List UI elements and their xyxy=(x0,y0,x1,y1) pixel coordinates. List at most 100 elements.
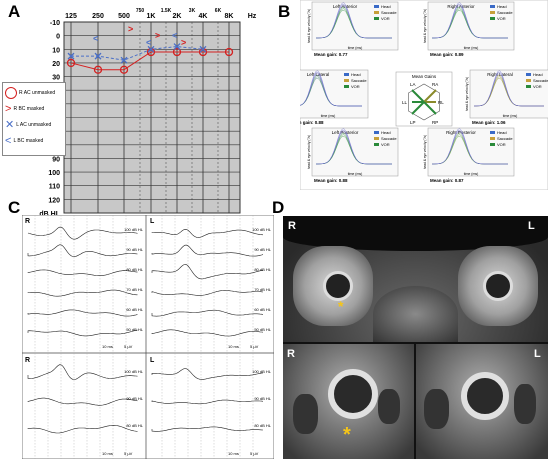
legend-swatch xyxy=(526,73,531,76)
abr-trace xyxy=(151,329,264,337)
abr-trace xyxy=(151,426,264,432)
vhit-title: Right Posterior xyxy=(446,130,476,135)
legend-text: Head xyxy=(533,72,543,77)
vhit-xlabel: time (ms) xyxy=(348,172,363,176)
data-point xyxy=(199,45,207,53)
db-tick-label: 120 xyxy=(48,197,60,204)
legend-swatch xyxy=(490,11,495,14)
freq-top-label: 250 xyxy=(92,13,104,20)
scale-uv: 5 µV xyxy=(124,451,133,456)
legend-swatch xyxy=(344,85,349,88)
freq-top-label: 4K xyxy=(199,13,208,20)
bc-marker: < xyxy=(93,33,98,43)
legend-text: Head xyxy=(497,130,507,135)
mean-gains-title: Mean Gains xyxy=(412,74,437,79)
legend-swatch xyxy=(374,137,379,140)
vhit-gain: Mean gain: 0.89 xyxy=(430,52,464,57)
ct-cavity xyxy=(293,394,318,434)
mean-gains: Mean Gains LA RA LL RL LP RP xyxy=(395,71,453,127)
legend-item: R AC unmasked xyxy=(5,85,63,101)
bc-marker: > xyxy=(155,31,160,41)
ct-cavity xyxy=(378,389,400,424)
panel-b-letter: B xyxy=(278,2,291,21)
plot-frame xyxy=(311,1,399,51)
freq-top-label: 125 xyxy=(65,13,77,20)
abr-level-label: 90 dB HL xyxy=(126,247,143,252)
scale-ms: 10 ms xyxy=(228,451,239,456)
legend-label: R BC masked xyxy=(13,106,45,112)
data-point xyxy=(66,58,76,68)
ct-top-asterisk: * xyxy=(338,298,344,314)
abr-trace xyxy=(151,399,264,405)
ct-left-ear-cavity xyxy=(483,271,513,301)
abr-trace xyxy=(27,289,138,297)
db-tick-label: 0 xyxy=(56,34,60,41)
canal-label: RA xyxy=(432,82,438,87)
plot-frame xyxy=(427,1,515,51)
data-point xyxy=(93,65,103,74)
canal-label: RP xyxy=(432,120,438,125)
ct-panel: R L * R * L xyxy=(283,216,548,459)
legend-text: VOR xyxy=(533,84,542,89)
data-point xyxy=(119,65,129,74)
legend-item: > R BC masked xyxy=(5,101,63,117)
series-line xyxy=(71,46,204,61)
vhit-trace xyxy=(316,2,392,39)
plot-frame xyxy=(311,127,399,177)
legend-swatch xyxy=(490,137,495,140)
db-tick-label: 90 xyxy=(52,156,60,163)
data-point xyxy=(173,43,181,51)
scale-uv: 5 µV xyxy=(250,344,259,349)
vhit-trace xyxy=(474,70,544,107)
db-tick-label: 100 xyxy=(48,170,60,177)
abr-level-label: 60 dB HL xyxy=(126,307,143,312)
db-unit-label: dB HL xyxy=(39,211,60,218)
abr-right-label: R xyxy=(25,218,30,225)
bc-marker: > xyxy=(181,37,186,47)
audiogram-lines: > > > < < < xyxy=(66,24,234,74)
legend-text: Head xyxy=(381,130,391,135)
vhit-ylabel: head & eye velocity (°/s) xyxy=(423,135,427,169)
abr-level-label: 70 dB HL xyxy=(126,287,143,292)
audiogram-legend: R AC unmasked > R BC masked ✕ L AC unmas… xyxy=(2,82,66,156)
legend-swatch xyxy=(526,79,531,82)
db-tick-label: 20 xyxy=(52,61,60,68)
scale-ms: 10 ms xyxy=(228,344,239,349)
legend-swatch xyxy=(374,143,379,146)
vhit-title: Right Lateral xyxy=(487,72,513,77)
vhit-gain: Mean gain: 0.77 xyxy=(314,52,348,57)
bc-marker: < xyxy=(172,31,177,41)
legend-swatch xyxy=(374,11,379,14)
vhit-xlabel: time (ms) xyxy=(321,114,336,118)
legend-text: Saccade xyxy=(351,78,367,83)
db-tick-label: -10 xyxy=(50,20,60,27)
vhit-gain: Mean gain: 0.88 xyxy=(300,120,324,125)
ct-brainstem xyxy=(373,286,458,342)
freq-top-label: 750 xyxy=(136,8,145,14)
vhit-trace xyxy=(432,2,508,39)
audiogram: >>><<< -100102030405060708090100110120dB… xyxy=(39,8,257,227)
freq-top-label: 2K xyxy=(173,13,182,20)
legend-text: Head xyxy=(381,4,391,9)
freq-top-label: 500 xyxy=(118,13,130,20)
mean-gains-frame xyxy=(395,71,453,127)
freq-top-label: 6K xyxy=(215,8,222,14)
ct-cavity xyxy=(424,389,449,429)
abr-level-label: 80 dB HL xyxy=(126,267,143,272)
gain-ray xyxy=(423,101,437,115)
abr-level-label: 70 dB HL xyxy=(254,287,271,292)
legend-swatch xyxy=(374,17,379,20)
abr-level-label: 50 dB HL xyxy=(254,327,271,332)
freq-top-label: Hz xyxy=(248,13,257,20)
canal-label: RL xyxy=(438,100,444,105)
db-tick-label: 10 xyxy=(52,47,60,54)
legend-text: Saccade xyxy=(381,136,397,141)
legend-text: VOR xyxy=(381,142,390,147)
vhit-trace xyxy=(292,70,362,107)
legend-text: Saccade xyxy=(381,10,397,15)
scale-uv: 5 µV xyxy=(124,344,133,349)
vhit-trace xyxy=(316,128,392,165)
